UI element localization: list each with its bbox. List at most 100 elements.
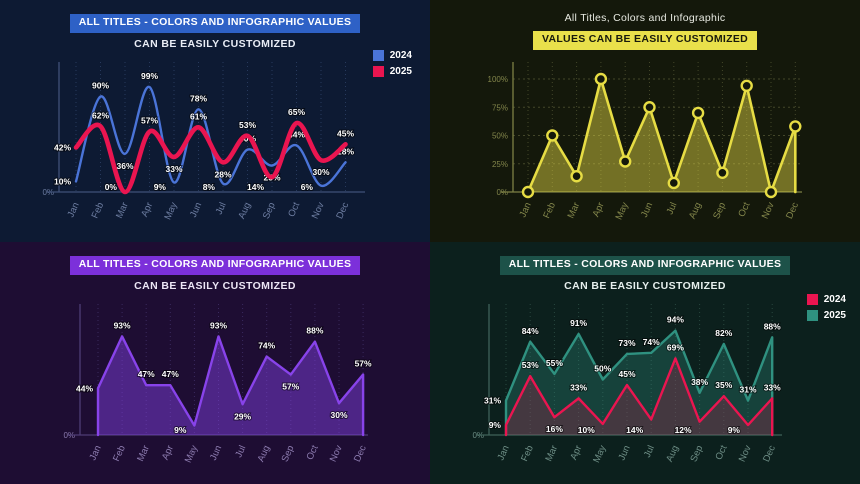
x-tick-label: Jul — [214, 201, 229, 217]
data-label: 28% — [214, 169, 231, 179]
series-values-area — [96, 335, 365, 437]
data-label: 45% — [337, 128, 354, 138]
x-tick-label: Jan — [65, 201, 81, 219]
x-tick-label: Jun — [188, 201, 204, 219]
data-point-marker — [764, 185, 778, 199]
x-tick-label: Mar — [566, 201, 583, 220]
data-label: 36% — [116, 161, 133, 171]
data-point-marker — [594, 72, 608, 86]
data-point-marker — [521, 185, 535, 199]
data-label: 74% — [643, 337, 660, 347]
panel-title-highlight: ALL TITLES - COLORS AND INFOGRAPHIC VALU… — [69, 14, 361, 33]
data-label: 33% — [764, 382, 781, 392]
data-label: 82% — [715, 328, 732, 338]
x-tick-label: May — [591, 444, 608, 465]
data-label: 57% — [282, 382, 299, 392]
data-point-marker — [716, 166, 729, 179]
x-tick-label: Sep — [711, 201, 728, 221]
data-label: 69% — [667, 342, 684, 352]
data-label: 9% — [174, 425, 187, 435]
series-2024-line — [74, 85, 347, 187]
data-point-marker — [618, 155, 632, 168]
x-tick-label: Jan — [517, 201, 533, 219]
x-tick-label: Dec — [352, 444, 369, 464]
data-label: 29% — [234, 411, 251, 421]
data-label: 30% — [330, 410, 347, 420]
panel-title-highlight: ALL TITLES - COLORS AND INFOGRAPHIC VALU… — [499, 256, 791, 275]
x-tick-label: Nov — [737, 444, 754, 464]
data-label: 53% — [522, 360, 539, 370]
y-tick-label: 75% — [492, 103, 508, 112]
legend-item-2024: 2024 — [806, 294, 846, 305]
data-point-marker — [667, 176, 681, 190]
chart-panel-bottom-right: ALL TITLES - COLORS AND INFOGRAPHIC VALU… — [430, 242, 860, 484]
panel-title-block: ALL TITLES - COLORS AND INFOGRAPHIC VALU… — [0, 254, 430, 292]
legend-swatch-2024 — [806, 294, 818, 305]
panel-title-block: ALL TITLES - COLORS AND INFOGRAPHIC VALU… — [430, 254, 860, 292]
legend-label-2025: 2025 — [823, 310, 846, 321]
data-label: 14% — [626, 425, 643, 435]
data-label: 91% — [570, 318, 587, 328]
legend-label-2024: 2024 — [823, 294, 846, 305]
panel-title-highlight: VALUES CAN BE EASILY CUSTOMIZED — [532, 31, 758, 50]
data-label: 30% — [312, 167, 329, 177]
legend: 2024 2025 — [806, 294, 846, 321]
panel-title-highlight: ALL TITLES - COLORS AND INFOGRAPHIC VALU… — [69, 256, 361, 275]
x-tick-label: Oct — [736, 200, 752, 218]
x-tick-label: Sep — [280, 444, 297, 464]
data-label: 61% — [190, 111, 207, 121]
data-label: 50% — [594, 364, 611, 374]
data-label: 9% — [728, 425, 741, 435]
data-label: 33% — [165, 164, 182, 174]
x-tick-label: Jul — [642, 444, 657, 460]
x-tick-label: Nov — [328, 444, 345, 464]
data-label: 33% — [570, 382, 587, 392]
data-label: 47% — [162, 369, 179, 379]
x-tick-label: Apr — [591, 201, 607, 219]
y-tick-label: 100% — [488, 75, 508, 84]
y-tick-label: 25% — [492, 160, 508, 169]
legend-swatch-2025 — [806, 310, 818, 321]
data-label: 94% — [667, 315, 684, 325]
x-tick-label: Feb — [519, 444, 536, 463]
legend-swatch-2024 — [372, 50, 384, 61]
data-label: 78% — [190, 93, 207, 103]
data-label: 74% — [258, 341, 275, 351]
data-label: 10% — [578, 425, 595, 435]
panel-subtitle: CAN BE EASILY CUSTOMIZED — [134, 37, 296, 50]
data-label: 35% — [715, 380, 732, 390]
panel-subtitle: CAN BE EASILY CUSTOMIZED — [564, 279, 726, 292]
x-tick-label: May — [183, 444, 200, 465]
x-tick-label: Mar — [543, 444, 560, 463]
data-label: 47% — [138, 369, 155, 379]
series-2024-area — [504, 357, 774, 437]
data-label: 8% — [203, 182, 216, 192]
data-label: 31% — [739, 385, 756, 395]
x-tick-label: Oct — [713, 443, 729, 461]
x-tick-label: Jul — [233, 444, 248, 460]
dual-line-chart-svg: 0% Jan Feb Mar Apr May Jun Jul Aug Sep Oct Nov Dec 10… — [42, 62, 365, 222]
data-label: 45% — [618, 369, 635, 379]
data-label: 93% — [210, 320, 227, 330]
series-2025-line — [73, 120, 348, 195]
x-tick-label: Nov — [760, 201, 777, 221]
data-point-marker — [546, 129, 559, 142]
data-label: 62% — [92, 110, 109, 120]
purple-area-chart-svg: 0%JanFebMarAprMayJunJulAugSepOctNovDec44… — [63, 304, 373, 465]
legend-item-2025: 2025 — [806, 310, 846, 321]
x-tick-label: Sep — [261, 201, 278, 221]
x-tick-label: Apr — [160, 444, 176, 462]
panel-plain-title: All Titles, Colors and Infographic — [564, 12, 726, 24]
data-label: 31% — [484, 396, 501, 406]
x-tick-label: Jun — [639, 201, 655, 219]
x-tick-label: Dec — [784, 201, 801, 221]
data-label: 10% — [54, 176, 71, 186]
data-label: 73% — [618, 338, 635, 348]
series-2025-area — [504, 329, 774, 437]
x-tick-label: Apr — [139, 201, 155, 219]
data-label: 14% — [247, 182, 264, 192]
data-label: 57% — [355, 359, 372, 369]
x-tick-label: Apr — [568, 444, 584, 462]
data-label: 44% — [76, 383, 93, 393]
gridlines — [75, 62, 346, 192]
